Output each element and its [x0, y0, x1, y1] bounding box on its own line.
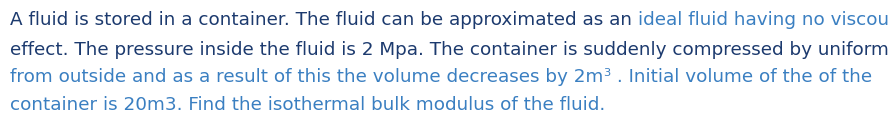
Text: ideal fluid having no viscous: ideal fluid having no viscous [638, 11, 888, 29]
Text: . Initial volume of the of the: . Initial volume of the of the [611, 68, 872, 86]
Text: from outside and as a result of this the volume decreases by 2m: from outside and as a result of this the… [10, 68, 603, 86]
Text: container is 20m3. Find the isothermal bulk modulus of the fluid.: container is 20m3. Find the isothermal b… [10, 96, 606, 114]
Text: 3: 3 [603, 68, 611, 78]
Text: effect. The pressure inside the fluid is 2 Mpa. The container is suddenly compre: effect. The pressure inside the fluid is… [10, 41, 888, 59]
Text: A fluid is stored in a container. The fluid can be approximated as an: A fluid is stored in a container. The fl… [10, 11, 638, 29]
